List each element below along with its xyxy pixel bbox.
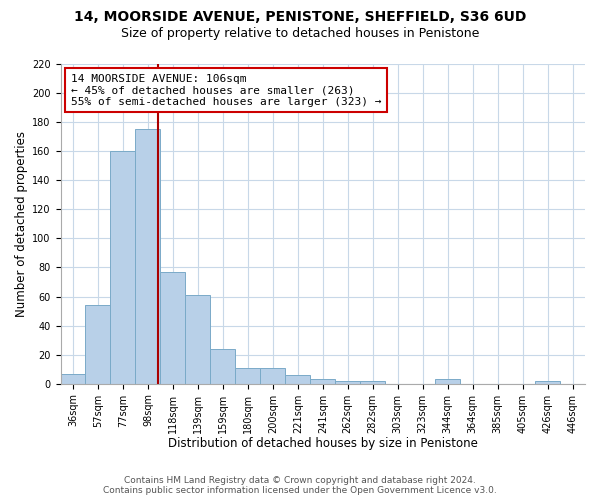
Bar xyxy=(85,306,110,384)
Bar xyxy=(185,295,211,384)
Bar xyxy=(61,374,85,384)
Bar xyxy=(160,272,185,384)
Bar xyxy=(235,368,260,384)
Bar xyxy=(435,380,460,384)
Bar xyxy=(535,381,560,384)
Bar xyxy=(110,151,136,384)
Text: 14, MOORSIDE AVENUE, PENISTONE, SHEFFIELD, S36 6UD: 14, MOORSIDE AVENUE, PENISTONE, SHEFFIEL… xyxy=(74,10,526,24)
Text: Size of property relative to detached houses in Penistone: Size of property relative to detached ho… xyxy=(121,28,479,40)
Text: Contains HM Land Registry data © Crown copyright and database right 2024.
Contai: Contains HM Land Registry data © Crown c… xyxy=(103,476,497,495)
Bar xyxy=(211,349,235,384)
Text: 14 MOORSIDE AVENUE: 106sqm
← 45% of detached houses are smaller (263)
55% of sem: 14 MOORSIDE AVENUE: 106sqm ← 45% of deta… xyxy=(71,74,382,107)
X-axis label: Distribution of detached houses by size in Penistone: Distribution of detached houses by size … xyxy=(168,437,478,450)
Bar xyxy=(310,380,335,384)
Bar xyxy=(260,368,285,384)
Bar xyxy=(360,381,385,384)
Bar xyxy=(136,130,160,384)
Bar xyxy=(285,375,310,384)
Bar xyxy=(335,381,360,384)
Y-axis label: Number of detached properties: Number of detached properties xyxy=(15,131,28,317)
